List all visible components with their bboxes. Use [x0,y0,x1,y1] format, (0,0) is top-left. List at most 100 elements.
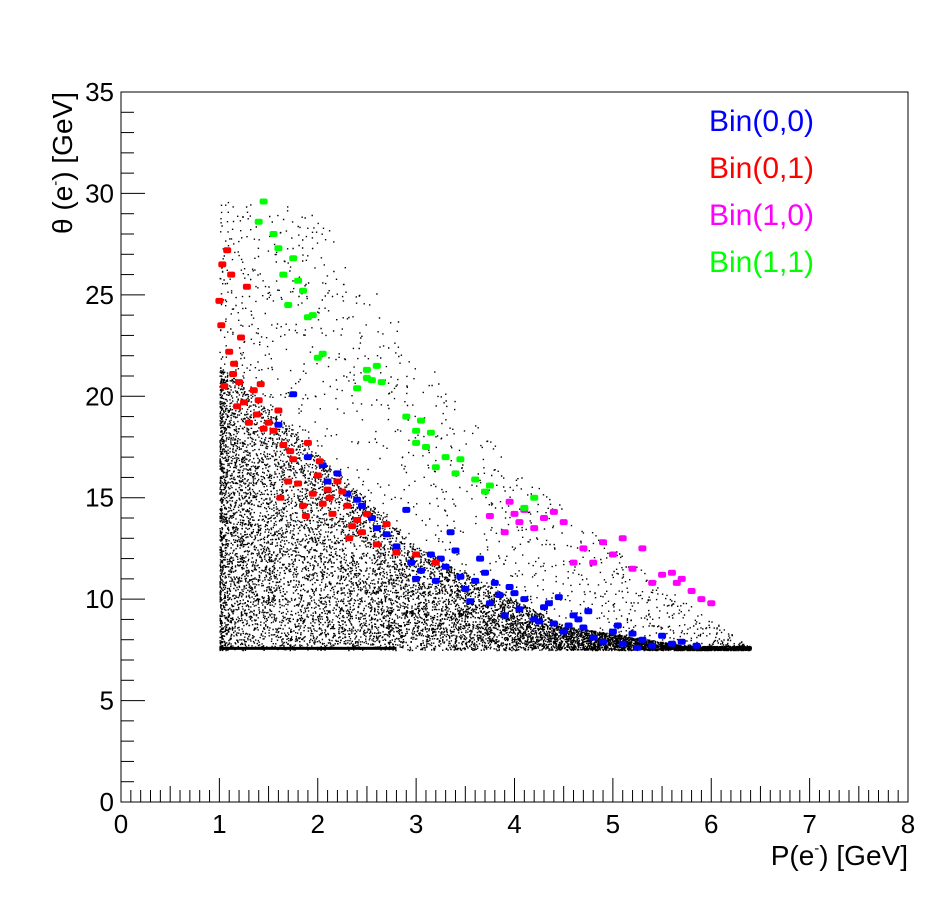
data-point [535,618,544,625]
data-point [256,381,265,388]
data-point [259,425,268,432]
data-point [500,612,509,619]
data-point [530,525,539,532]
data-point [372,525,381,532]
y-tick-label: 10 [85,584,114,614]
data-point [348,523,357,530]
data-point [515,519,524,526]
data-point [549,508,558,515]
data-point [402,413,411,420]
data-point [687,588,696,594]
data-point [269,427,278,434]
data-point [515,606,524,613]
data-point [343,502,352,509]
data-point [229,371,238,377]
data-point [274,421,283,428]
data-point [544,600,553,607]
data-point [677,638,686,645]
data-point [294,480,303,487]
data-point [564,622,573,629]
x-axis-title: P(e-) [GeV] [771,840,908,871]
data-point [451,547,460,554]
data-point [230,360,239,367]
legend-entry: Bin(0,1) [709,152,814,185]
data-point [252,411,261,418]
data-point [328,510,337,517]
data-point [579,624,588,631]
data-point [220,383,229,390]
data-point [490,579,499,586]
data-point [225,348,234,355]
data-point [628,565,637,572]
series-bin-0-0- [274,391,701,651]
data-point [667,640,676,647]
data-point [476,555,485,562]
data-point [284,302,293,308]
data-point [481,569,489,576]
data-point [451,470,460,477]
data-point [417,567,425,574]
data-point [510,590,519,597]
data-point [505,498,514,505]
data-point [358,529,366,536]
data-point [412,439,421,446]
data-point [315,458,324,465]
data-point [274,407,283,414]
data-point [240,399,248,406]
data-point [638,545,647,552]
data-point [377,379,386,386]
data-point [237,334,245,341]
data-point [313,472,322,479]
data-point [299,287,307,294]
data-point [426,551,435,558]
data-point [471,577,480,584]
data-point [392,549,401,556]
data-point [215,297,224,304]
data-point [308,490,317,497]
data-point [520,596,529,603]
data-point [269,231,278,237]
data-point [323,486,332,493]
data-point [353,517,362,523]
data-point [301,513,310,519]
data-point [382,521,391,528]
data-point [530,494,539,501]
data-point [431,577,440,584]
data-point [692,642,701,649]
data-point [279,271,288,278]
series-bin-1-1- [254,198,539,511]
data-point [569,559,578,566]
data-point [249,387,258,394]
data-point [412,551,421,558]
data-point [402,506,411,513]
x-tick-label: 6 [704,809,718,839]
data-point [589,559,598,566]
data-point [333,478,342,485]
x-tick-label: 1 [212,809,226,839]
y-tick-label: 15 [85,483,114,513]
x-tick-label: 0 [114,809,128,839]
data-point [456,573,465,580]
data-point [618,535,627,542]
data-point [485,600,494,607]
data-point [613,622,622,629]
data-point [520,504,529,511]
data-point [318,500,327,507]
data-point [323,478,332,485]
data-point [540,515,548,521]
y-axis-title: θ (e-) [GeV] [47,92,78,234]
data-point [279,442,288,448]
y-tick-label: 35 [85,77,114,107]
x-tick-label: 3 [409,809,423,839]
data-point [549,620,558,627]
data-point [274,245,283,252]
background-event-band [219,646,397,650]
x-tick-label: 5 [606,809,620,839]
data-point [299,502,307,509]
data-point [333,470,342,477]
data-point [574,616,583,623]
data-point [286,448,295,455]
data-point [318,350,327,357]
